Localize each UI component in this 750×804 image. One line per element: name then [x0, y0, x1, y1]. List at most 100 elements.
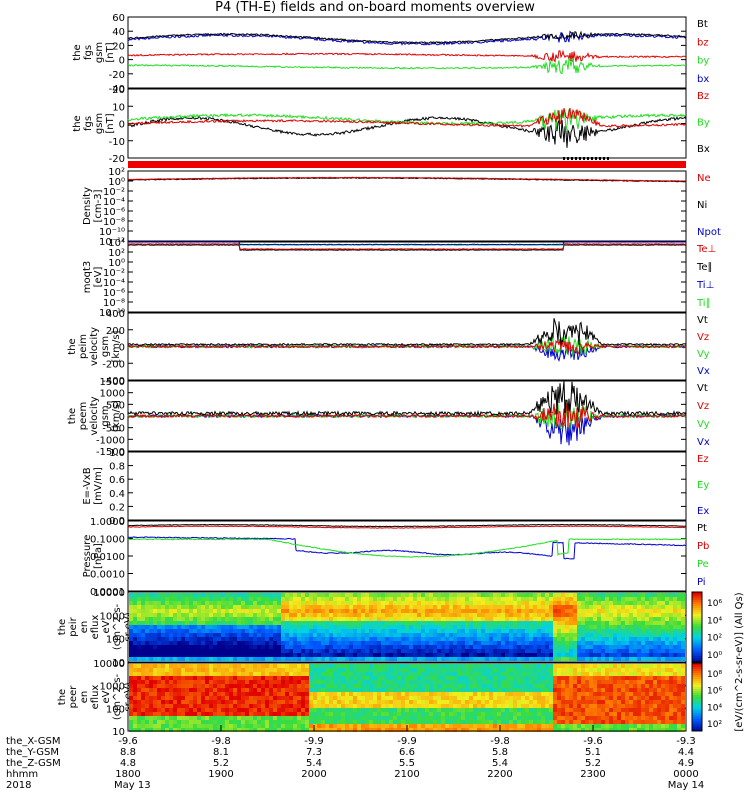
spectro-cell: [445, 668, 449, 672]
spectro-cell: [177, 597, 181, 601]
spectro-cell: [553, 609, 557, 613]
spectro-cell: [509, 605, 513, 609]
spectro-cell: [205, 601, 209, 605]
spectro-cell: [309, 696, 313, 700]
spectro-cell: [609, 617, 613, 621]
spectro-cell: [505, 609, 509, 613]
spectro-cell: [329, 649, 333, 653]
spectro-cell: [397, 720, 401, 724]
spectro-cell: [177, 601, 181, 605]
spectro-cell: [421, 688, 425, 692]
spectro-cell: [401, 684, 405, 688]
spectro-cell: [437, 712, 441, 716]
spectro-cell: [213, 601, 217, 605]
spectro-cell: [293, 684, 297, 688]
spectro-cell: [249, 676, 253, 680]
spectro-cell: [385, 696, 389, 700]
spectro-cell: [357, 657, 361, 661]
spectro-cell: [369, 668, 373, 672]
spectro-cell: [349, 720, 353, 724]
spectro-cell: [361, 597, 365, 601]
spectro-cell: [449, 688, 453, 692]
spectro-cell: [241, 720, 245, 724]
spectro-cell: [397, 688, 401, 692]
spectro-cell: [309, 637, 313, 641]
spectro-cell: [173, 692, 177, 696]
spectro-cell: [237, 684, 241, 688]
spectro-cell: [577, 649, 581, 653]
spectro-cell: [389, 645, 393, 649]
spectro-cell: [497, 676, 501, 680]
spectro-cell: [509, 653, 513, 657]
spectro-cell: [177, 720, 181, 724]
spectro-cell: [249, 724, 253, 728]
spectro-cell: [641, 680, 645, 684]
spectro-cell: [597, 676, 601, 680]
spectro-cell: [625, 625, 629, 629]
spectro-cell: [577, 720, 581, 724]
spectro-cell: [637, 708, 641, 712]
spectro-cell: [181, 708, 185, 712]
spectro-cell: [609, 716, 613, 720]
spectro-cell: [509, 649, 513, 653]
spectro-cell: [385, 637, 389, 641]
spectro-cell: [365, 649, 369, 653]
spectro-cell: [477, 716, 481, 720]
spectro-cell: [673, 684, 677, 688]
spectro-cell: [357, 593, 361, 597]
spectro-cell: [181, 605, 185, 609]
spectro-cell: [337, 601, 341, 605]
spectro-cell: [461, 708, 465, 712]
spectro-cell: [445, 688, 449, 692]
spectro-cell: [341, 625, 345, 629]
spectro-cell: [253, 609, 257, 613]
spectro-cell: [501, 668, 505, 672]
spectro-cell: [185, 601, 189, 605]
spectro-cell: [369, 696, 373, 700]
spectro-cell: [273, 649, 277, 653]
spectro-cell: [389, 692, 393, 696]
spectro-cell: [581, 649, 585, 653]
spectro-cell: [661, 629, 665, 633]
spectro-cell: [445, 597, 449, 601]
spectro-cell: [141, 724, 145, 728]
spectro-cell: [149, 680, 153, 684]
spectro-cell: [173, 657, 177, 661]
spectro-cell: [501, 676, 505, 680]
spectro-cell: [377, 704, 381, 708]
spectro-cell: [585, 696, 589, 700]
spectro-cell: [245, 664, 249, 668]
spectro-cell: [225, 712, 229, 716]
spectro-cell: [145, 605, 149, 609]
spectro-cell: [569, 664, 573, 668]
spectro-cell: [321, 692, 325, 696]
spectro-cell: [493, 629, 497, 633]
spectro-cell: [481, 601, 485, 605]
spectro-cell: [505, 672, 509, 676]
spectro-cell: [597, 680, 601, 684]
spectro-cell: [249, 621, 253, 625]
spectro-cell: [209, 668, 213, 672]
spectro-cell: [577, 645, 581, 649]
spectro-cell: [629, 692, 633, 696]
spectro-cell: [677, 657, 681, 661]
spectro-cell: [153, 688, 157, 692]
spectro-cell: [573, 696, 577, 700]
spectro-cell: [257, 593, 261, 597]
spectro-cell: [581, 609, 585, 613]
spectro-cell: [645, 716, 649, 720]
spectro-cell: [405, 708, 409, 712]
spectro-cell: [209, 684, 213, 688]
spectro-cell: [529, 613, 533, 617]
spectro-cell: [673, 617, 677, 621]
spectro-cell: [213, 621, 217, 625]
spectro-cell: [293, 668, 297, 672]
spectro-cell: [669, 684, 673, 688]
spectro-cell: [493, 664, 497, 668]
spectro-cell: [501, 613, 505, 617]
spectro-cell: [557, 676, 561, 680]
spectro-cell: [237, 605, 241, 609]
spectro-cell: [637, 688, 641, 692]
spectro-cell: [213, 720, 217, 724]
spectro-cell: [641, 625, 645, 629]
